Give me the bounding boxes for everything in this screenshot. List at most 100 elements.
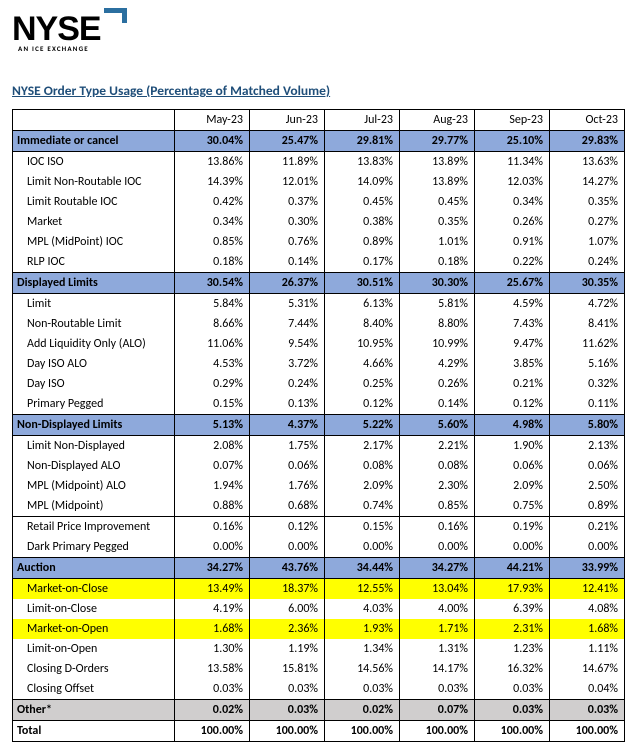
cell-value: 0.29% [175,374,250,394]
cell-value: 1.94% [175,476,250,496]
table-row: Limit-on-Close4.19%6.00%4.03%4.00%6.39%4… [13,599,625,619]
cell-value: 14.67% [550,659,625,679]
header-row: May-23 Jun-23 Jul-23 Aug-23 Sep-23 Oct-2… [13,110,625,131]
cell-value: 4.66% [325,354,400,374]
cell-value: 11.06% [175,334,250,354]
cell-value: 0.45% [325,192,400,212]
row-label: Market-on-Open [13,619,175,639]
cell-value: 4.59% [475,294,550,315]
header-blank [13,110,175,131]
order-type-table: May-23 Jun-23 Jul-23 Aug-23 Sep-23 Oct-2… [12,109,625,742]
cell-value: 34.27% [175,558,250,579]
row-label: Add Liquidity Only (ALO) [13,334,175,354]
table-row: Limit Routable IOC0.42%0.37%0.45%0.45%0.… [13,192,625,212]
cell-value: 5.81% [400,294,475,315]
cell-value: 17.93% [475,579,550,600]
table-row: Limit5.84%5.31%6.13%5.81%4.59%4.72% [13,294,625,315]
cell-value: 13.86% [175,152,250,173]
cell-value: 30.54% [175,273,250,294]
cell-value: 0.85% [175,232,250,252]
cell-value: 0.74% [325,496,400,517]
cell-value: 12.55% [325,579,400,600]
cell-value: 0.91% [475,232,550,252]
cell-value: 30.35% [550,273,625,294]
table-row: Auction34.27%43.76%34.44%34.27%44.21%33.… [13,558,625,579]
cell-value: 0.00% [250,537,325,558]
cell-value: 26.37% [250,273,325,294]
cell-value: 1.68% [550,619,625,639]
table-row: IOC ISO13.86%11.89%13.83%13.89%11.34%13.… [13,152,625,173]
cell-value: 0.00% [325,537,400,558]
row-label: Limit [13,294,175,315]
cell-value: 1.31% [400,639,475,659]
cell-value: 0.24% [550,252,625,273]
cell-value: 1.07% [550,232,625,252]
table-row: MPL (MidPoint) IOC0.85%0.76%0.89%1.01%0.… [13,232,625,252]
cell-value: 0.12% [250,517,325,538]
cell-value: 0.26% [475,212,550,232]
cell-value: 44.21% [475,558,550,579]
cell-value: 7.43% [475,314,550,334]
row-label: Displayed Limits [13,273,175,294]
cell-value: 6.39% [475,599,550,619]
cell-value: 0.18% [175,252,250,273]
cell-value: 0.12% [325,394,400,415]
cell-value: 14.56% [325,659,400,679]
cell-value: 0.03% [400,679,475,700]
cell-value: 3.72% [250,354,325,374]
row-label: Primary Pegged [13,394,175,415]
cell-value: 0.45% [400,192,475,212]
table-row: Market-on-Open1.68%2.36%1.93%1.71%2.31%1… [13,619,625,639]
row-label: Market [13,212,175,232]
page-title: NYSE Order Type Usage (Percentage of Mat… [12,82,624,99]
row-label: Day ISO [13,374,175,394]
cell-value: 2.50% [550,476,625,496]
row-label: Market-on-Close [13,579,175,600]
cell-value: 2.09% [325,476,400,496]
cell-value: 34.44% [325,558,400,579]
logo-tagline: AN ICE EXCHANGE [18,44,132,53]
table-row: MPL (Midpoint)0.88%0.68%0.74%0.85%0.75%0… [13,496,625,517]
cell-value: 0.06% [250,456,325,476]
row-label: Immediate or cancel [13,131,175,152]
cell-value: 8.80% [400,314,475,334]
cell-value: 25.10% [475,131,550,152]
cell-value: 0.34% [475,192,550,212]
cell-value: 0.03% [250,700,325,721]
cell-value: 14.27% [550,172,625,192]
cell-value: 29.81% [325,131,400,152]
cell-value: 5.16% [550,354,625,374]
logo-accent-corner [104,8,127,23]
table-row: Closing Offset0.03%0.03%0.03%0.03%0.03%0… [13,679,625,700]
table-row: Market-on-Close13.49%18.37%12.55%13.04%1… [13,579,625,600]
cell-value: 0.13% [250,394,325,415]
cell-value: 11.62% [550,334,625,354]
cell-value: 0.02% [175,700,250,721]
cell-value: 11.89% [250,152,325,173]
col-month-0: May-23 [175,110,250,131]
cell-value: 0.15% [175,394,250,415]
row-label: Dark Primary Pegged [13,537,175,558]
cell-value: 4.72% [550,294,625,315]
table-row: Total100.00%100.00%100.00%100.00%100.00%… [13,721,625,742]
cell-value: 0.38% [325,212,400,232]
row-label: Limit-on-Close [13,599,175,619]
table-row: Retail Price Improvement0.16%0.12%0.15%0… [13,517,625,538]
cell-value: 9.54% [250,334,325,354]
table-row: Immediate or cancel30.04%25.47%29.81%29.… [13,131,625,152]
cell-value: 0.89% [325,232,400,252]
cell-value: 0.03% [250,679,325,700]
table-row: Primary Pegged0.15%0.13%0.12%0.14%0.12%0… [13,394,625,415]
cell-value: 2.09% [475,476,550,496]
cell-value: 0.42% [175,192,250,212]
cell-value: 0.21% [475,374,550,394]
cell-value: 2.08% [175,436,250,457]
cell-value: 100.00% [250,721,325,742]
cell-value: 14.17% [400,659,475,679]
row-label: Non-Displayed Limits [13,415,175,436]
cell-value: 10.99% [400,334,475,354]
cell-value: 16.32% [475,659,550,679]
cell-value: 0.12% [475,394,550,415]
cell-value: 0.17% [325,252,400,273]
cell-value: 5.80% [550,415,625,436]
